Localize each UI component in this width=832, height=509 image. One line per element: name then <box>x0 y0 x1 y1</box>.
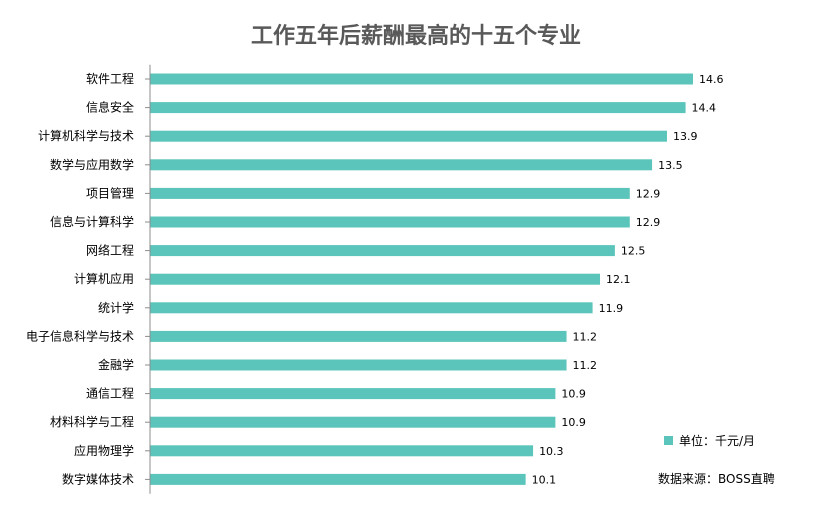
value-label: 12.9 <box>636 216 661 229</box>
bar <box>150 388 556 400</box>
bar <box>150 359 567 371</box>
category-label: 软件工程 <box>86 71 134 86</box>
category-label: 网络工程 <box>86 243 134 258</box>
value-label: 11.2 <box>573 359 598 372</box>
bar <box>150 273 601 285</box>
bar <box>150 216 630 228</box>
value-label: 13.9 <box>673 130 698 143</box>
bar <box>150 159 653 171</box>
category-label: 应用物理学 <box>74 443 134 458</box>
bar <box>150 445 534 457</box>
category-label: 信息安全 <box>86 100 134 115</box>
category-label: 统计学 <box>98 300 134 315</box>
bar <box>150 302 593 314</box>
category-label: 信息与计算科学 <box>50 214 134 229</box>
value-label: 14.6 <box>699 73 724 86</box>
value-label: 14.4 <box>692 102 717 115</box>
bar <box>150 473 526 485</box>
value-label: 12.1 <box>606 273 631 286</box>
category-label: 金融学 <box>98 357 134 372</box>
category-label: 数学与应用数学 <box>50 157 134 172</box>
value-label: 13.5 <box>658 159 683 172</box>
bar <box>150 102 686 114</box>
value-label: 11.9 <box>599 302 624 315</box>
category-label: 电子信息科学与技术 <box>26 328 134 343</box>
bar <box>150 416 556 428</box>
category-label: 项目管理 <box>86 185 134 200</box>
bar <box>150 245 615 257</box>
value-label: 12.9 <box>636 187 661 200</box>
bar <box>150 330 567 342</box>
category-label: 计算机科学与技术 <box>38 128 134 143</box>
value-label: 10.1 <box>532 473 557 486</box>
chart-title: 工作五年后薪酬最高的十五个专业 <box>250 24 581 49</box>
category-label: 材料科学与工程 <box>50 414 134 429</box>
bar <box>150 73 693 85</box>
legend-label: 单位：千元/月 <box>679 434 756 448</box>
value-label: 10.9 <box>561 416 586 429</box>
value-label: 11.2 <box>573 330 598 343</box>
source-note: 数据来源：BOSS直聘 <box>658 472 775 486</box>
bar <box>150 130 667 142</box>
value-label: 10.3 <box>539 445 564 458</box>
value-label: 12.5 <box>621 245 646 258</box>
category-label: 通信工程 <box>86 386 134 401</box>
category-label: 数字媒体技术 <box>62 471 134 486</box>
legend: 单位：千元/月 <box>664 432 755 449</box>
bar <box>150 187 630 199</box>
legend-swatch <box>664 436 673 445</box>
category-label: 计算机应用 <box>74 271 134 286</box>
value-label: 10.9 <box>561 388 586 401</box>
